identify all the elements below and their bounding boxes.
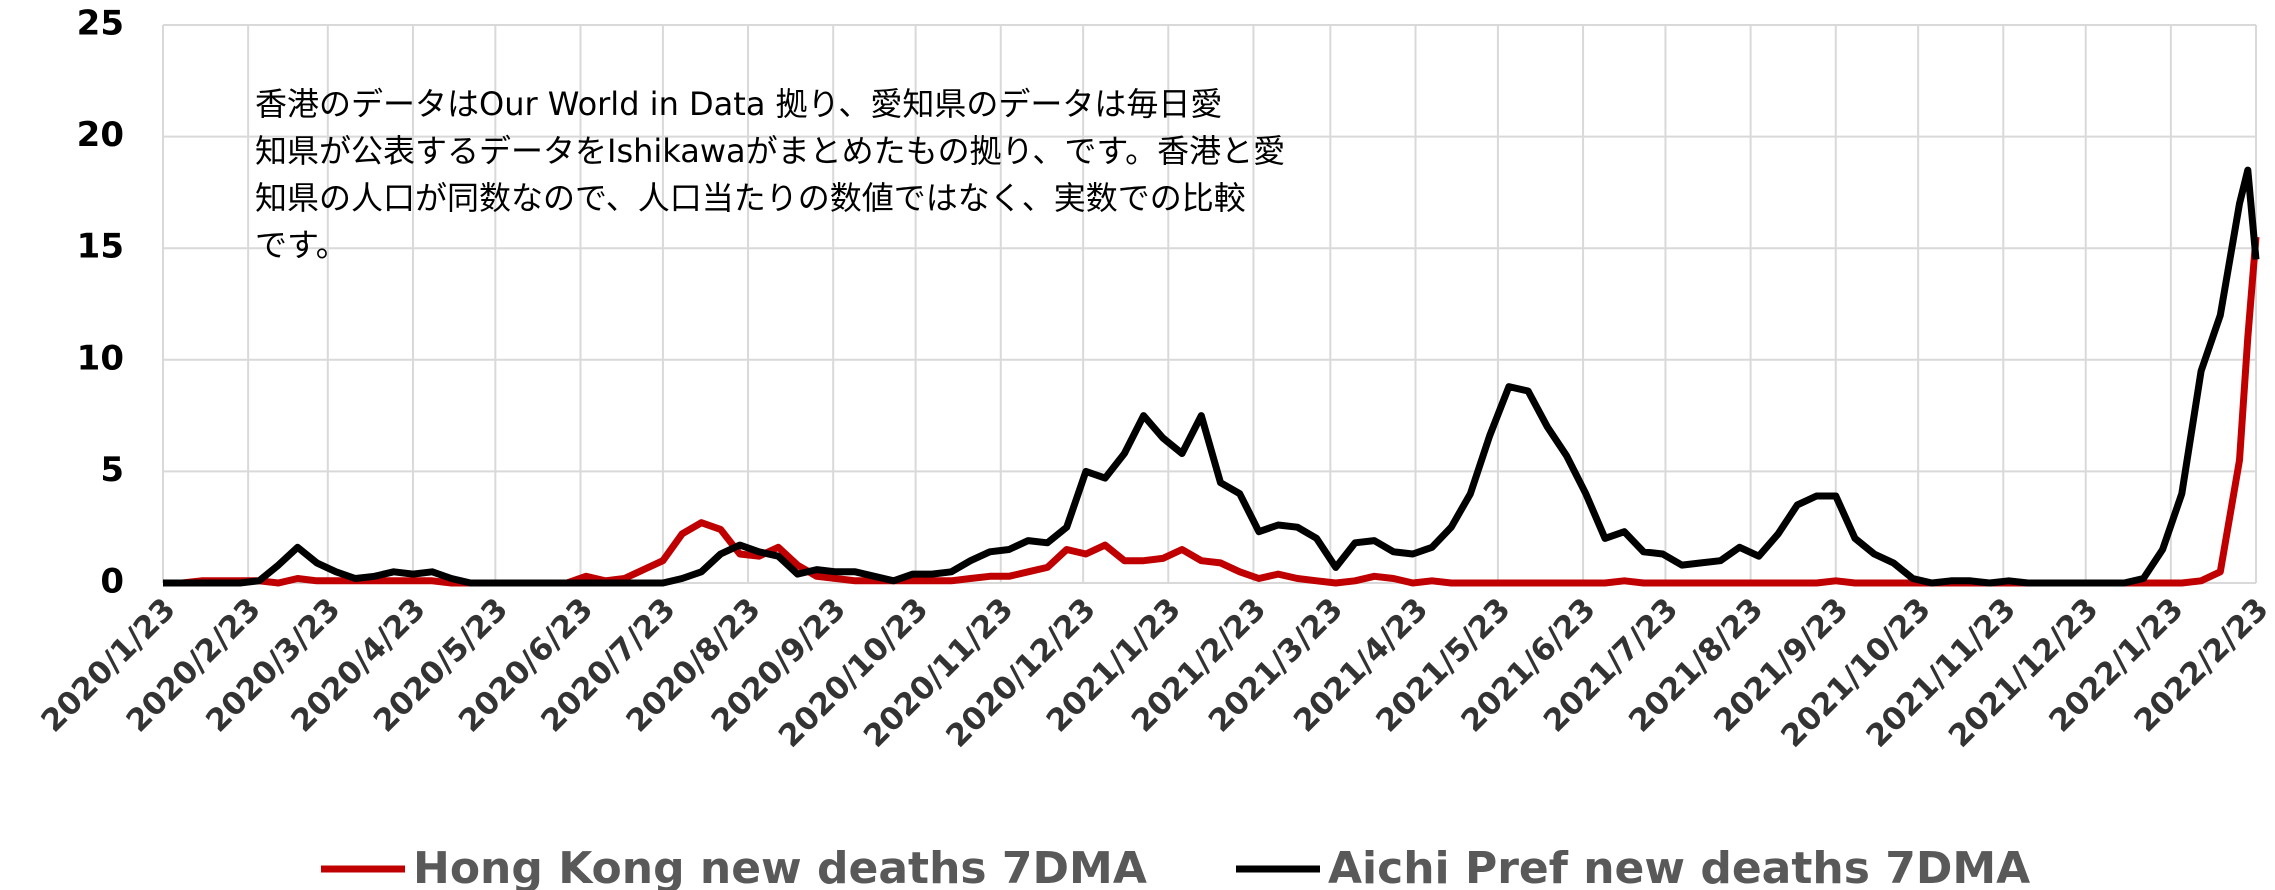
series-line — [163, 166, 2260, 587]
y-tick-label: 25 — [77, 4, 124, 44]
y-tick-label: 5 — [100, 450, 124, 490]
annotation: 知県の人口が同数なので、人口当たりの数値ではなく、実数での比較 — [255, 179, 1246, 217]
legend-label: Aichi Pref new deaths 7DMA — [1328, 843, 2030, 890]
annotation: です。 — [255, 226, 348, 264]
y-tick-label: 20 — [77, 115, 124, 155]
series-line — [163, 236, 2260, 587]
annotation: 知県が公表するデータをIshikawaがまとめたもの拠り、です。香港と愛 — [255, 132, 1285, 170]
y-tick-label: 0 — [100, 562, 124, 602]
legend-label: Hong Kong new deaths 7DMA — [413, 843, 1147, 890]
y-tick-label: 10 — [77, 338, 124, 378]
y-tick-label: 15 — [77, 227, 124, 267]
annotation: 香港のデータはOur World in Data 拠り、愛知県のデータは毎日愛 — [255, 85, 1222, 123]
